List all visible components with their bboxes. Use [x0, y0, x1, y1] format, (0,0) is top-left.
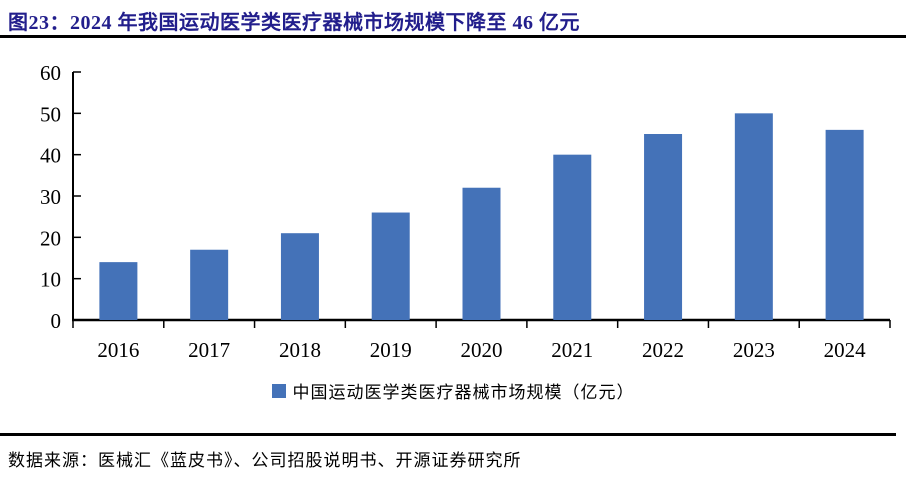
bar-2017: [190, 249, 229, 320]
figure-title: 图23：2024 年我国运动医学类医疗器械市场规模下降至 46 亿元: [8, 12, 580, 34]
y-axis-label: 40: [40, 144, 61, 168]
bar-2021: [553, 154, 592, 320]
x-axis-label: 2020: [461, 338, 503, 362]
y-axis-label: 60: [40, 61, 61, 85]
y-axis-label: 20: [40, 226, 61, 250]
legend-swatch-icon: [271, 383, 286, 398]
x-axis-label: 2024: [824, 338, 867, 362]
data-source-note: 数据来源：医械汇《蓝皮书》、公司招股说明书、开源证券研究所: [8, 451, 522, 470]
legend-label: 中国运动医学类医疗器械市场规模（亿元）: [292, 383, 635, 402]
bar-2016: [99, 262, 138, 320]
bar-2023: [734, 113, 773, 320]
bar-2019: [371, 212, 410, 320]
bar-2018: [280, 233, 319, 320]
bar-2020: [462, 187, 501, 320]
y-axis-label: 50: [40, 102, 61, 126]
source-divider-rule: [0, 433, 896, 436]
y-axis-label: 30: [40, 185, 61, 209]
bar-2022: [644, 134, 683, 320]
title-divider-rule: [0, 35, 906, 38]
bar-2024: [825, 129, 864, 320]
y-axis-label: 10: [40, 268, 61, 292]
x-axis-label: 2019: [370, 338, 412, 362]
x-axis-label: 2018: [279, 338, 321, 362]
x-axis-label: 2016: [97, 338, 139, 362]
x-axis-label: 2023: [733, 338, 775, 362]
x-axis-label: 2017: [188, 338, 230, 362]
x-axis-label: 2021: [551, 338, 593, 362]
chart-legend: 中国运动医学类医疗器械市场规模（亿元）: [0, 378, 906, 403]
bar-chart: 0 10 20 30 40 50 60 2016 2017 2018 2019 2020 2021 202…: [40, 61, 891, 362]
x-axis-label: 2022: [642, 338, 684, 362]
y-axis-label: 0: [51, 309, 62, 333]
